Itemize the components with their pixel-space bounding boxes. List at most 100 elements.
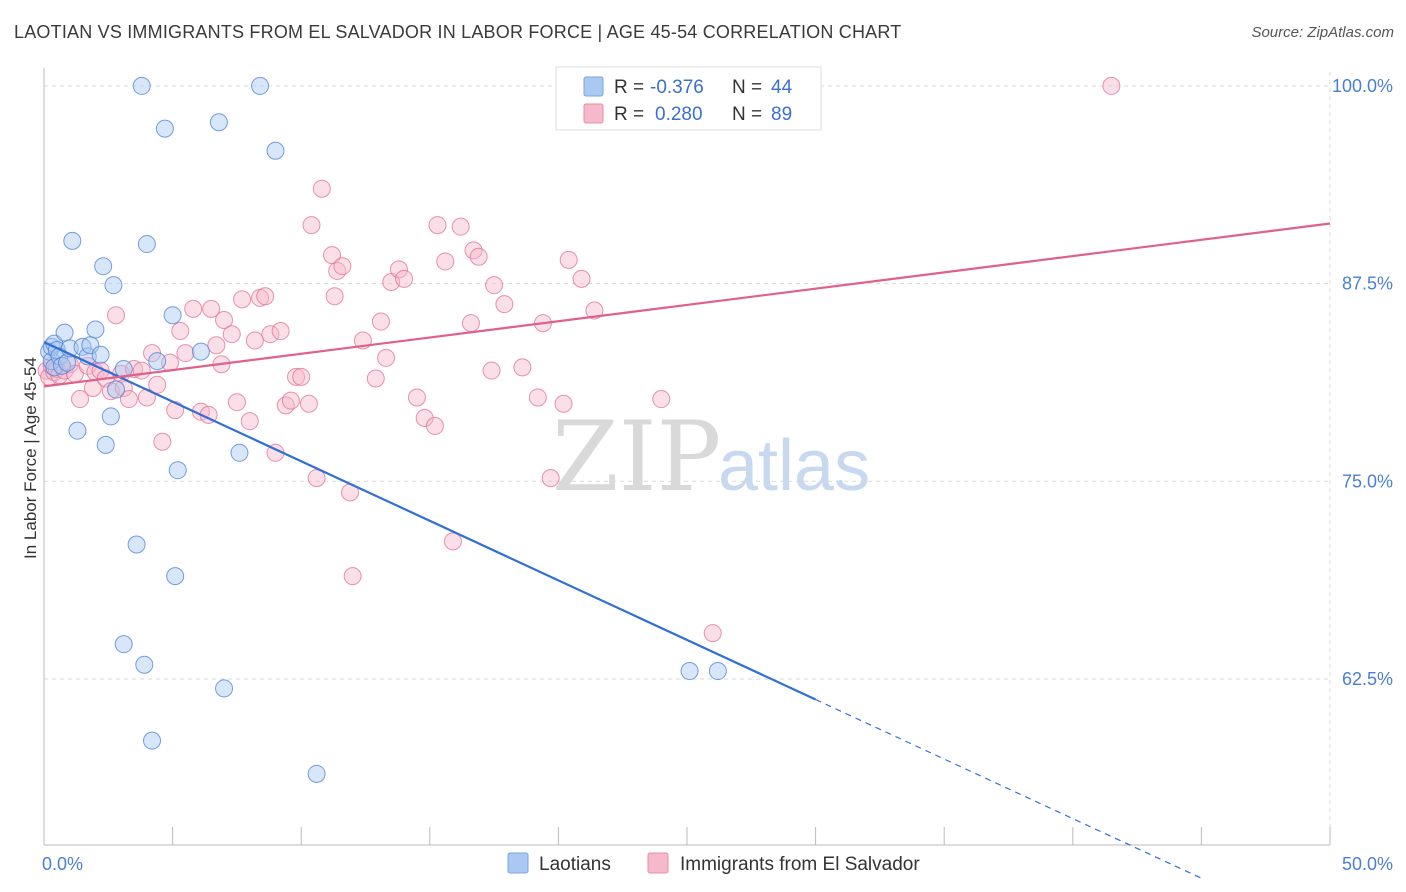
- legend-n-value-2: 89: [771, 104, 792, 125]
- series-legend: Laotians Immigrants from El Salvador: [507, 852, 920, 875]
- watermark-atlas: atlas: [718, 426, 870, 506]
- chart-title: LAOTIAN VS IMMIGRANTS FROM EL SALVADOR I…: [14, 22, 902, 42]
- laotians-point-12: [68, 421, 87, 440]
- x-tick-labels: 0.0% 50.0%: [42, 854, 1393, 874]
- laotians-point-16: [86, 320, 105, 339]
- el-salvador-point-81: [513, 358, 532, 377]
- el-salvador-point-92: [1102, 76, 1121, 95]
- laotians-point-17: [91, 345, 110, 364]
- el-salvador-point-62: [366, 369, 385, 388]
- laotians-trend-line: [43, 341, 817, 701]
- laotians-point-41: [307, 764, 326, 783]
- laotians-point-7: [53, 356, 72, 375]
- el-salvador-point-60: [343, 567, 362, 586]
- laotians-point-35: [191, 342, 210, 361]
- el-salvador-point-52: [302, 216, 321, 235]
- el-salvador-point-40: [240, 412, 259, 431]
- el-salvador-point-38: [227, 393, 246, 412]
- el-salvador-point-50: [292, 367, 311, 386]
- el-salvador-point-89: [652, 390, 671, 409]
- laotians-point-42: [680, 662, 699, 681]
- el-salvador-point-24: [148, 375, 167, 394]
- laotians-point-13: [73, 337, 92, 356]
- laotians-point-8: [55, 323, 74, 342]
- legend-swatch-laotians: [583, 76, 604, 97]
- el-salvador-point-70: [425, 416, 444, 435]
- laotians-trend-extension: [815, 698, 1202, 879]
- y-axis-title: In Labor Force | Age 45-54: [21, 357, 40, 559]
- el-salvador-point-77: [469, 247, 488, 266]
- el-salvador-point-37: [222, 325, 241, 344]
- el-salvador-point-72: [436, 252, 455, 271]
- el-salvador-point-86: [559, 250, 578, 269]
- legend-n-label-1: N =: [732, 77, 762, 98]
- el-salvador-point-63: [371, 312, 390, 331]
- bottom-legend-label-el-salvador: Immigrants from El Salvador: [680, 854, 920, 875]
- el-salvador-point-84: [541, 469, 560, 488]
- trend-lines: [43, 222, 1331, 879]
- watermark-zip: ZIP: [552, 401, 721, 513]
- el-salvador-point-20: [125, 359, 144, 378]
- source-label: Source: ZipAtlas.com: [1251, 24, 1394, 41]
- laotians-point-37: [215, 679, 234, 698]
- el-salvador-point-47: [276, 396, 295, 415]
- el-salvador-point-87: [572, 269, 591, 288]
- laotians-point-24: [114, 635, 133, 654]
- el-salvador-point-49: [287, 367, 306, 386]
- legend-r-value-2: 0.280: [655, 104, 703, 125]
- legend-r-label-2: R =: [614, 104, 644, 125]
- el-salvador-point-19: [119, 390, 138, 409]
- el-salvador-point-41: [245, 331, 264, 350]
- watermark: ZIP atlas: [552, 401, 870, 513]
- legend-n-label-2: N =: [732, 104, 762, 125]
- laotians-point-34: [168, 461, 187, 480]
- laotians-point-11: [63, 231, 82, 250]
- el-salvador-point-88: [585, 301, 604, 320]
- y-tick-labels: 62.5% 75.0% 87.5% 100.0%: [1332, 76, 1393, 689]
- laotians-point-21: [104, 276, 123, 295]
- el-salvador-point-73: [443, 532, 462, 551]
- laotians-point-23: [114, 359, 133, 378]
- laotians-point-19: [96, 435, 115, 454]
- series-laotians-points: [40, 76, 727, 783]
- el-salvador-trend-line: [43, 222, 1331, 388]
- el-salvador-point-80: [495, 295, 514, 314]
- el-salvador-point-46: [271, 322, 290, 341]
- el-salvador-point-82: [528, 388, 547, 407]
- laotians-point-28: [137, 235, 156, 254]
- laotians-point-36: [209, 113, 228, 132]
- laotians-point-20: [101, 407, 120, 426]
- laotians-point-18: [94, 257, 113, 276]
- series-el-salvador-points: [37, 76, 1121, 643]
- el-salvador-point-39: [233, 290, 252, 309]
- laotians-point-29: [143, 731, 162, 750]
- el-salvador-point-56: [325, 287, 344, 306]
- el-salvador-point-36: [215, 310, 234, 329]
- el-salvador-point-44: [261, 325, 280, 344]
- el-salvador-point-75: [461, 314, 480, 333]
- el-salvador-point-78: [482, 361, 501, 380]
- el-salvador-point-57: [328, 261, 347, 280]
- el-salvador-point-90: [703, 624, 722, 643]
- el-salvador-point-54: [312, 179, 331, 198]
- bottom-legend-swatch-laotians: [507, 852, 529, 874]
- laotians-point-9: [58, 353, 77, 372]
- y-tick-label-0: 62.5%: [1342, 669, 1393, 689]
- el-salvador-point-71: [428, 216, 447, 235]
- el-salvador-point-21: [132, 361, 151, 380]
- x-tick-label-min: 0.0%: [42, 854, 83, 874]
- el-salvador-point-51: [299, 394, 318, 413]
- laotians-point-22: [107, 380, 126, 399]
- y-tick-label-3: 100.0%: [1332, 76, 1393, 96]
- legend-n-value-1: 44: [771, 77, 793, 98]
- el-salvador-point-64: [377, 348, 396, 367]
- y-tick-label-1: 75.0%: [1342, 471, 1393, 491]
- correlation-legend: R = -0.376 N = 44 R = 0.280 N = 89: [555, 66, 822, 131]
- laotians-point-25: [127, 535, 146, 554]
- legend-swatch-el-salvador: [583, 103, 604, 124]
- el-salvador-point-27: [166, 401, 185, 420]
- el-salvador-point-29: [176, 344, 195, 363]
- laotians-point-43: [708, 662, 727, 681]
- legend-r-value-1: -0.376: [650, 77, 704, 98]
- el-salvador-point-33: [202, 299, 221, 318]
